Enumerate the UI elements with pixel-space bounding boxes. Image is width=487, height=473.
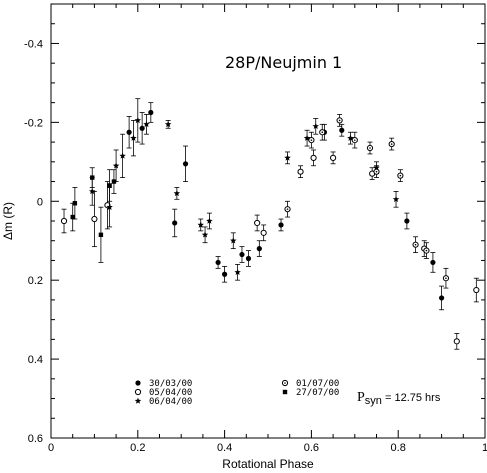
period-value: = 12.75 hrs	[382, 392, 441, 404]
data-point	[430, 259, 436, 266]
y-tick-label: 0.2	[28, 275, 43, 287]
period-annotation: Psyn = 12.75 hrs	[357, 390, 441, 407]
period-subscript: syn	[365, 395, 382, 407]
data-point	[164, 120, 172, 128]
data-point	[404, 218, 410, 224]
data-point	[230, 237, 237, 244]
data-point	[126, 129, 132, 135]
data-point	[215, 259, 221, 266]
series-06-04-00	[89, 98, 400, 281]
legend-label: 05/04/00	[149, 388, 192, 398]
data-point	[284, 154, 291, 161]
data-point	[91, 215, 98, 223]
data-point-center	[414, 243, 417, 246]
data-point-center	[390, 143, 393, 145]
data-point-center	[399, 174, 402, 177]
data-point	[310, 154, 317, 161]
x-tick-label: 0.6	[304, 442, 319, 454]
data-point	[222, 271, 228, 277]
y-tick-labels: -0.4 -0.2 0 0.2 0.4 0.6	[24, 38, 43, 445]
data-point-center	[375, 170, 378, 173]
data-point	[206, 217, 213, 224]
legend-marker	[135, 380, 141, 386]
data-point	[173, 189, 181, 197]
legend-label: 30/03/00	[149, 379, 192, 389]
data-point-center	[310, 139, 313, 141]
data-point-center	[445, 277, 447, 280]
data-point	[312, 122, 319, 130]
legend-marker	[134, 397, 142, 404]
data-points	[60, 98, 480, 350]
y-tick-label: -0.4	[24, 38, 43, 50]
x-tick-label: 0	[48, 442, 54, 454]
y-tick-label: 0.4	[28, 354, 43, 366]
period-symbol: P	[357, 390, 365, 405]
data-point	[254, 219, 261, 227]
data-point	[90, 175, 95, 180]
x-tick-label: 0.4	[217, 442, 232, 454]
data-point	[256, 246, 262, 252]
legend-label: 27/07/00	[296, 388, 339, 398]
y-tick-label: -0.2	[24, 117, 43, 129]
series-05-04-00	[60, 149, 480, 350]
data-point-center	[369, 147, 371, 149]
data-point	[72, 201, 78, 206]
data-point	[260, 229, 267, 236]
axis-ticks	[50, 3, 486, 439]
x-tick-label: 0.2	[130, 442, 145, 454]
data-point	[70, 214, 75, 220]
data-point	[107, 183, 112, 188]
data-point	[439, 295, 445, 301]
data-point	[111, 179, 117, 184]
data-point	[245, 255, 252, 262]
data-point	[134, 116, 142, 124]
data-point	[239, 251, 245, 258]
legend-marker	[282, 389, 288, 395]
data-point	[234, 268, 241, 276]
legend-marker	[134, 388, 142, 396]
data-point	[148, 109, 154, 116]
series-01-07-00	[284, 114, 450, 289]
data-point-center	[354, 139, 356, 141]
data-point	[339, 127, 345, 133]
data-point	[89, 188, 96, 195]
data-point	[392, 195, 400, 203]
chart-title: 28P/Neujmin 1	[225, 53, 342, 72]
data-point	[112, 162, 120, 169]
x-tick-label: 0.8	[391, 442, 406, 454]
data-point	[139, 125, 145, 131]
legend-label: 06/04/00	[149, 397, 192, 407]
data-point	[278, 222, 284, 228]
x-tick-labels: 0 0.2 0.4 0.6 0.8 1	[48, 442, 487, 454]
data-point	[182, 161, 189, 167]
data-point-center	[286, 208, 289, 210]
x-axis-label: Rotational Phase	[222, 457, 314, 471]
x-tick-label: 1	[482, 442, 487, 454]
y-tick-label: 0.6	[28, 433, 43, 445]
data-point	[130, 134, 137, 141]
data-point-center	[425, 249, 428, 252]
data-point	[330, 154, 337, 161]
data-point	[453, 338, 460, 345]
legend-label: 01/07/00	[296, 379, 339, 389]
series-30-03-00	[126, 102, 445, 311]
data-point	[106, 203, 113, 210]
data-point	[197, 221, 204, 228]
data-point-center	[338, 119, 341, 122]
data-point	[119, 152, 126, 159]
data-point	[60, 217, 68, 225]
data-point-center	[321, 131, 324, 134]
data-point	[172, 220, 178, 226]
series-27-07-00	[70, 167, 117, 263]
data-point	[297, 168, 304, 175]
data-point	[201, 231, 209, 238]
y-axis-label: Δm (R)	[1, 202, 15, 240]
data-point	[98, 232, 104, 238]
legend-marker-center	[284, 382, 286, 384]
data-point	[473, 286, 480, 294]
data-point	[143, 120, 150, 128]
y-tick-label: 0	[37, 196, 43, 208]
